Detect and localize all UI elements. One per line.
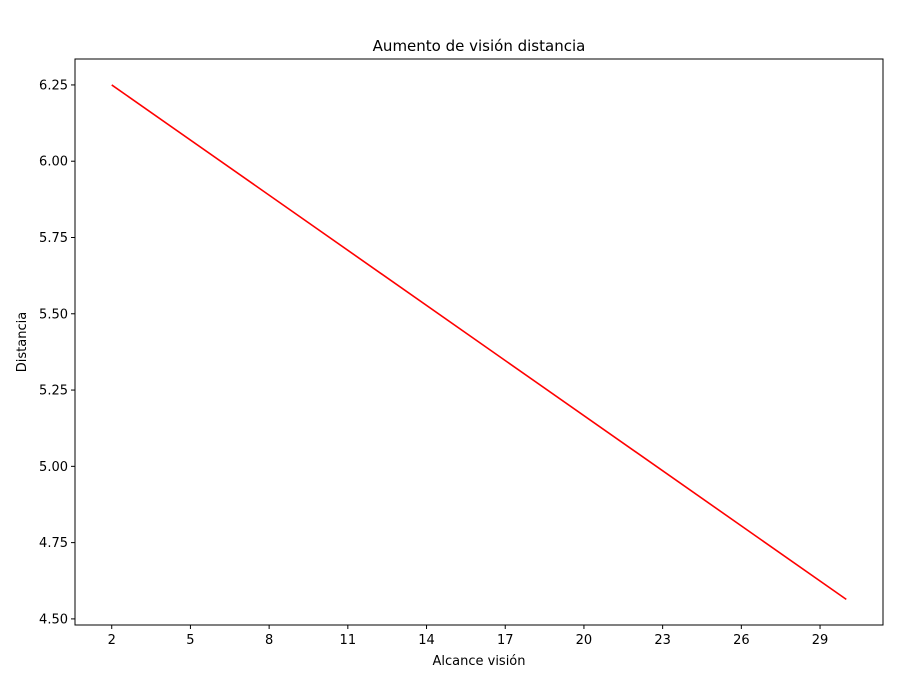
y-tick-label: 6.25 (39, 78, 68, 93)
y-tick-label: 5.75 (39, 231, 68, 246)
x-tick-label: 5 (186, 633, 194, 648)
x-axis: 2 5 8 11 14 17 20 23 26 29 (108, 625, 829, 648)
y-tick-label: 6.00 (39, 155, 68, 170)
x-tick-label: 8 (265, 633, 273, 648)
y-tick-label: 5.50 (39, 307, 68, 322)
y-tick-label: 4.75 (39, 536, 68, 551)
y-tick-label: 5.00 (39, 460, 68, 475)
x-tick-label: 2 (108, 633, 116, 648)
plot-area (74, 58, 884, 626)
chart-title: Aumento de visión distancia (373, 37, 586, 55)
y-tick-label: 4.50 (39, 612, 68, 627)
x-tick-label: 23 (654, 633, 671, 648)
y-tick-label: 5.25 (39, 384, 68, 399)
x-tick-label: 20 (576, 633, 593, 648)
x-tick-label: 26 (733, 633, 750, 648)
series-line (111, 84, 847, 601)
x-tick-label: 29 (812, 633, 829, 648)
x-tick-label: 17 (497, 633, 514, 648)
y-axis: 4.50 4.75 5.00 5.25 5.50 5.75 6.00 6.25 (39, 78, 75, 627)
x-axis-label: Alcance visión (432, 654, 525, 669)
x-tick-label: 14 (418, 633, 435, 648)
x-tick-label: 11 (340, 633, 357, 648)
y-axis-label: Distancia (15, 312, 30, 372)
series-layer (111, 84, 847, 601)
